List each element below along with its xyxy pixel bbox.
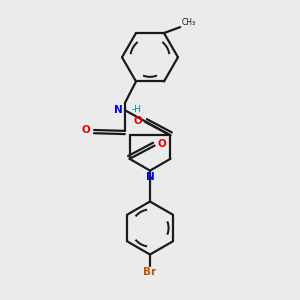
Text: N: N (146, 172, 154, 182)
Text: -H: -H (131, 105, 142, 114)
Text: Br: Br (143, 267, 157, 277)
Text: O: O (158, 139, 166, 149)
Text: O: O (134, 116, 142, 126)
Text: O: O (82, 125, 91, 135)
Text: N: N (114, 105, 123, 115)
Text: CH₃: CH₃ (182, 17, 196, 26)
